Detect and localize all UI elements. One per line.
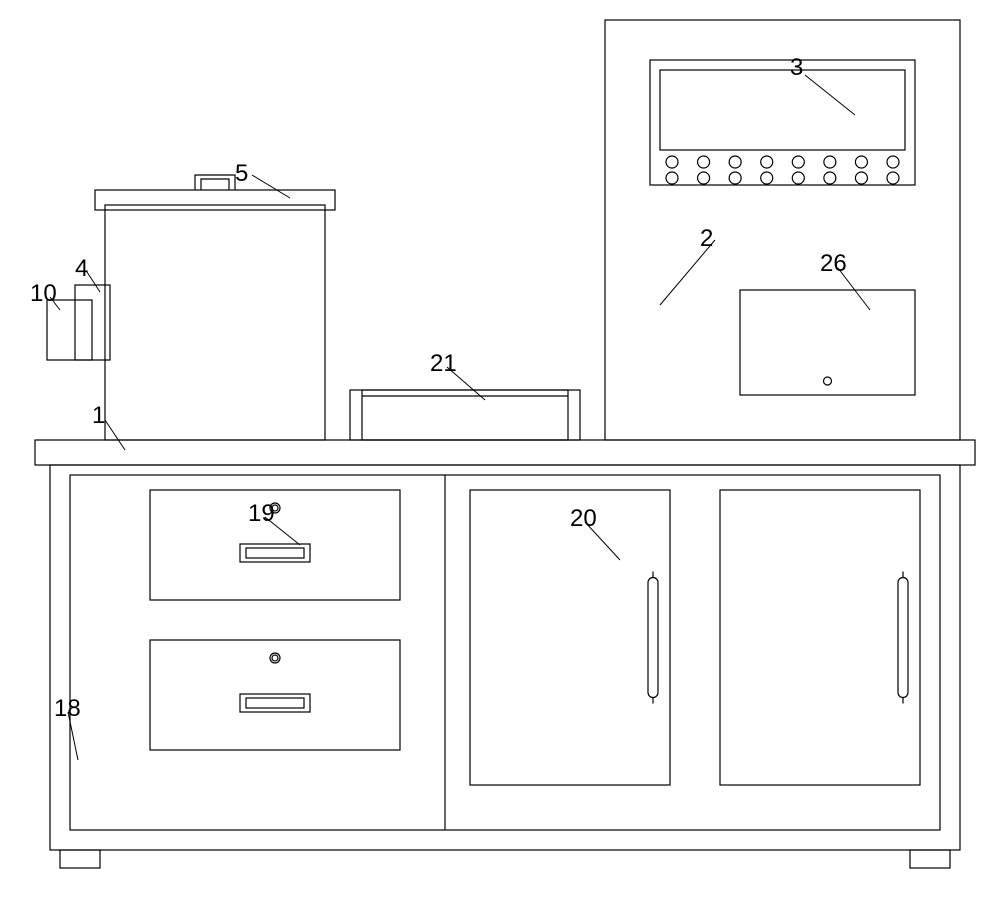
callout-label-3: 3 bbox=[790, 54, 803, 82]
callout-label-4: 4 bbox=[75, 255, 88, 283]
callout-label-21: 21 bbox=[430, 350, 457, 378]
callout-label-10: 10 bbox=[30, 280, 57, 308]
callout-label-18: 18 bbox=[54, 695, 81, 723]
callout-label-20: 20 bbox=[570, 505, 597, 533]
callout-label-5: 5 bbox=[235, 160, 248, 188]
callout-label-26: 26 bbox=[820, 250, 847, 278]
callout-label-2: 2 bbox=[700, 225, 713, 253]
callout-label-19: 19 bbox=[248, 500, 275, 528]
engineering-diagram bbox=[0, 0, 1000, 902]
callout-label-1: 1 bbox=[92, 402, 105, 430]
